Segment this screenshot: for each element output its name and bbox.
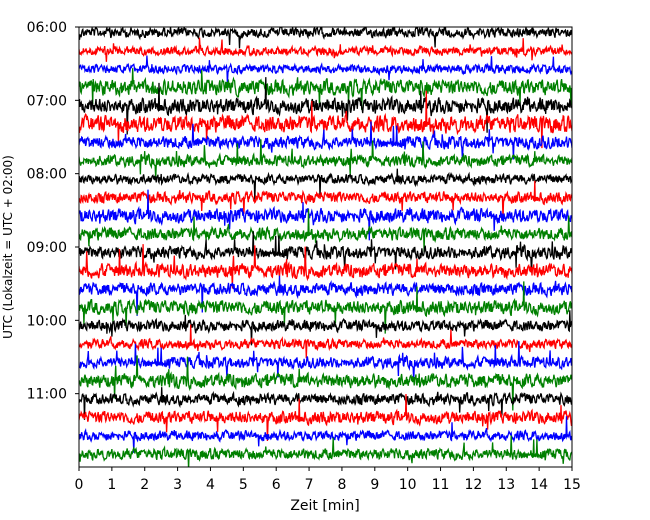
- x-axis: 0 1 2 3 4 5 6 7 8 9 10 11 12 13 14 15: [75, 467, 581, 493]
- seismogram-trace: [79, 90, 572, 149]
- x-tick-label: 0: [75, 477, 84, 493]
- seismogram-trace: [79, 416, 572, 453]
- x-tick-label: 13: [497, 477, 515, 493]
- seismogram-trace: [79, 393, 572, 442]
- x-tick-label: 5: [239, 477, 248, 493]
- seismogram-trace: [79, 180, 572, 219]
- x-axis-label: Zeit [min]: [290, 498, 359, 514]
- seismogram-trace: [79, 275, 572, 316]
- seismogram-trace: [79, 209, 572, 253]
- x-tick-label: 15: [563, 477, 581, 493]
- y-tick-label: 11:00: [27, 387, 67, 403]
- x-tick-label: 11: [432, 477, 450, 493]
- x-tick-label: 6: [272, 477, 281, 493]
- seismogram-trace: [79, 168, 572, 200]
- x-tick-label: 4: [206, 477, 215, 493]
- x-tick-label: 12: [464, 477, 482, 493]
- x-tick-label: 9: [370, 477, 379, 493]
- y-axis-label: UTC (Lokalzeit = UTC + 02:00): [1, 155, 15, 339]
- y-tick-label: 10:00: [27, 313, 67, 329]
- x-tick-label: 2: [140, 477, 149, 493]
- seismogram-trace: [79, 121, 572, 160]
- y-tick-label: 07:00: [27, 93, 67, 109]
- seismogram-trace: [79, 355, 572, 411]
- y-tick-label: 08:00: [27, 167, 67, 183]
- seismogram-trace: [79, 231, 572, 273]
- seismogram-trace: [79, 324, 572, 359]
- seismogram-trace: [79, 244, 572, 289]
- seismogram-trace: [79, 435, 572, 467]
- trace-group: [79, 27, 572, 467]
- seismogram-trace: [79, 281, 572, 334]
- y-tick-label: 06:00: [27, 20, 67, 36]
- seismogram-trace: [79, 189, 572, 241]
- seismogram-trace: [79, 341, 572, 381]
- seismogram-trace: [79, 139, 572, 179]
- x-tick-label: 8: [337, 477, 346, 493]
- seismogram-trace: [79, 77, 572, 135]
- x-tick-label: 3: [173, 477, 182, 493]
- y-tick-label: 09:00: [27, 240, 67, 256]
- seismogram-trace: [79, 68, 572, 110]
- x-tick-label: 10: [399, 477, 417, 493]
- y-axis: 06:00 07:00 08:00 09:00 10:00 11:00: [27, 20, 79, 403]
- x-tick-label: 1: [107, 477, 116, 493]
- x-tick-label: 14: [530, 477, 548, 493]
- seismogram-trace: [79, 27, 572, 49]
- x-tick-label: 7: [305, 477, 314, 493]
- seismogram-trace: [79, 55, 572, 84]
- seismogram-trace: [79, 387, 572, 420]
- seismogram-trace: [79, 37, 572, 62]
- seismogram-trace: [79, 310, 572, 346]
